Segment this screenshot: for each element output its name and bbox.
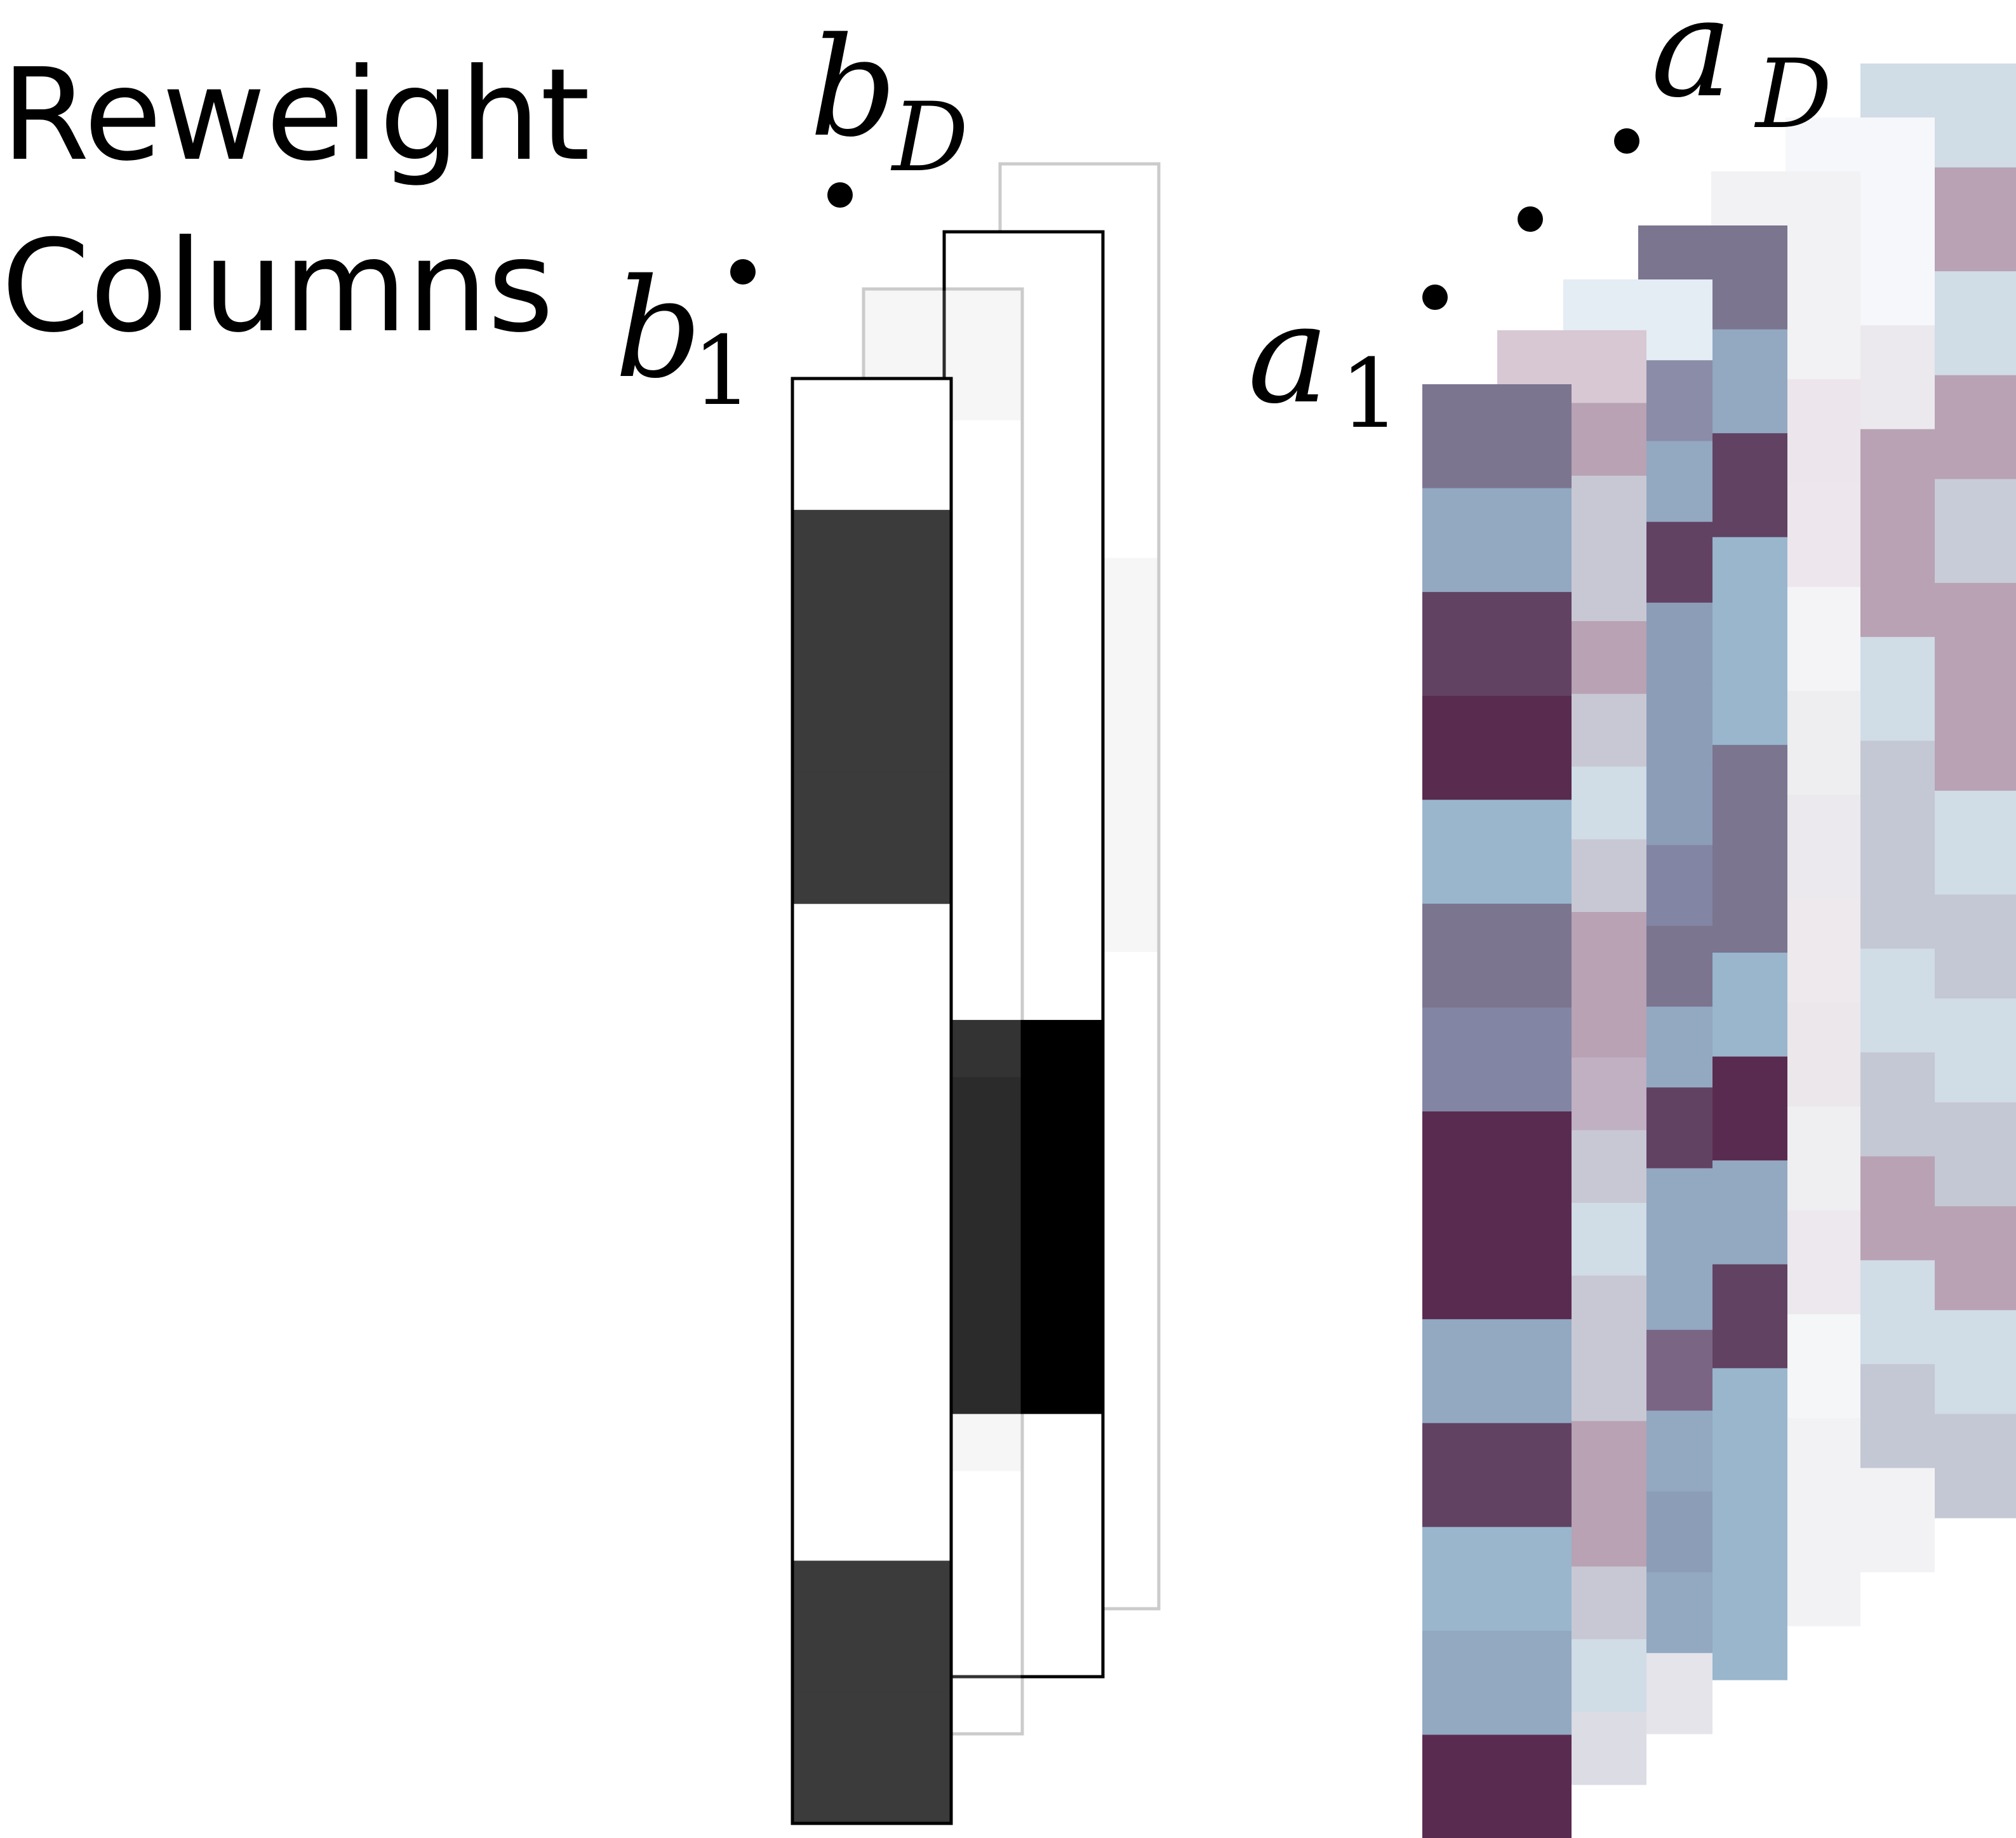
weight-cell (792, 1166, 951, 1299)
weight-cell (944, 1545, 1103, 1677)
weight-cell (792, 379, 951, 511)
weight-cell (792, 1298, 951, 1430)
weight-cell (792, 509, 951, 642)
matrix-cell (1422, 1319, 1572, 1424)
label-a1-base: a (1248, 274, 1329, 434)
weight-cell (944, 232, 1103, 364)
weight-cell (944, 1282, 1103, 1414)
matrix-cell (1422, 1111, 1572, 1216)
weight-vectors (791, 162, 1161, 1825)
weight-cell (792, 641, 951, 773)
matrix-cell (1422, 1734, 1572, 1838)
matrix-columns (1422, 64, 2016, 1838)
weight-cell (792, 1035, 951, 1167)
title-line-2: Columns (1, 213, 554, 361)
weight-cell (944, 1414, 1103, 1546)
label-a1: a 1 (1248, 274, 1400, 450)
weight-cell (792, 904, 951, 1036)
matrix-cell (1422, 695, 1572, 800)
label-aD-base: a (1651, 0, 1732, 128)
weight-cell (792, 1429, 951, 1561)
weight-cell (944, 889, 1103, 1021)
matrix-cell (1422, 1215, 1572, 1320)
label-b1-base: b (615, 249, 702, 408)
label-bD: b D (810, 8, 968, 193)
ellipsis-dot (1422, 285, 1448, 310)
weight-vector-outline (791, 377, 953, 1825)
label-b1-sub: 1 (692, 316, 752, 427)
matrix-cell (1422, 1630, 1572, 1735)
ellipsis-dot (1614, 128, 1639, 154)
weight-cell (944, 494, 1103, 626)
ellipsis-dot (730, 259, 756, 285)
weight-vector-b3 (942, 230, 1105, 1679)
weight-cell (944, 1151, 1103, 1284)
weight-cell (792, 772, 951, 904)
weight-cell (792, 1560, 951, 1693)
matrix-cell (1422, 488, 1572, 593)
weight-vector-b1 (791, 377, 953, 1825)
ellipsis-b (730, 182, 853, 285)
matrix-cell (1422, 1007, 1572, 1112)
weight-cell (944, 1019, 1103, 1152)
ellipsis-dot (827, 182, 853, 208)
label-bD-base: b (810, 8, 897, 167)
matrix-cell (1422, 592, 1572, 697)
matrix-cell (1422, 1527, 1572, 1632)
weight-cell (792, 1692, 951, 1824)
matrix-cell (1422, 800, 1572, 904)
label-a1-sub: 1 (1340, 339, 1400, 450)
label-aD-sub: D (1754, 39, 1832, 150)
matrix-cell (1422, 384, 1572, 489)
matrix-cell (1422, 903, 1572, 1008)
matrix-column-a1 (1422, 384, 1572, 1838)
matrix-cell (1422, 1423, 1572, 1527)
ellipsis-dot (1518, 206, 1543, 232)
ellipsis-a (1422, 128, 1639, 310)
weight-cell (944, 626, 1103, 758)
label-aD: a D (1651, 0, 1832, 150)
label-bD-sub: D (890, 83, 968, 193)
label-b1: b 1 (615, 249, 752, 427)
title-line-1: Reweight (1, 41, 590, 189)
weight-cell (944, 363, 1103, 495)
weight-cell (944, 757, 1103, 889)
